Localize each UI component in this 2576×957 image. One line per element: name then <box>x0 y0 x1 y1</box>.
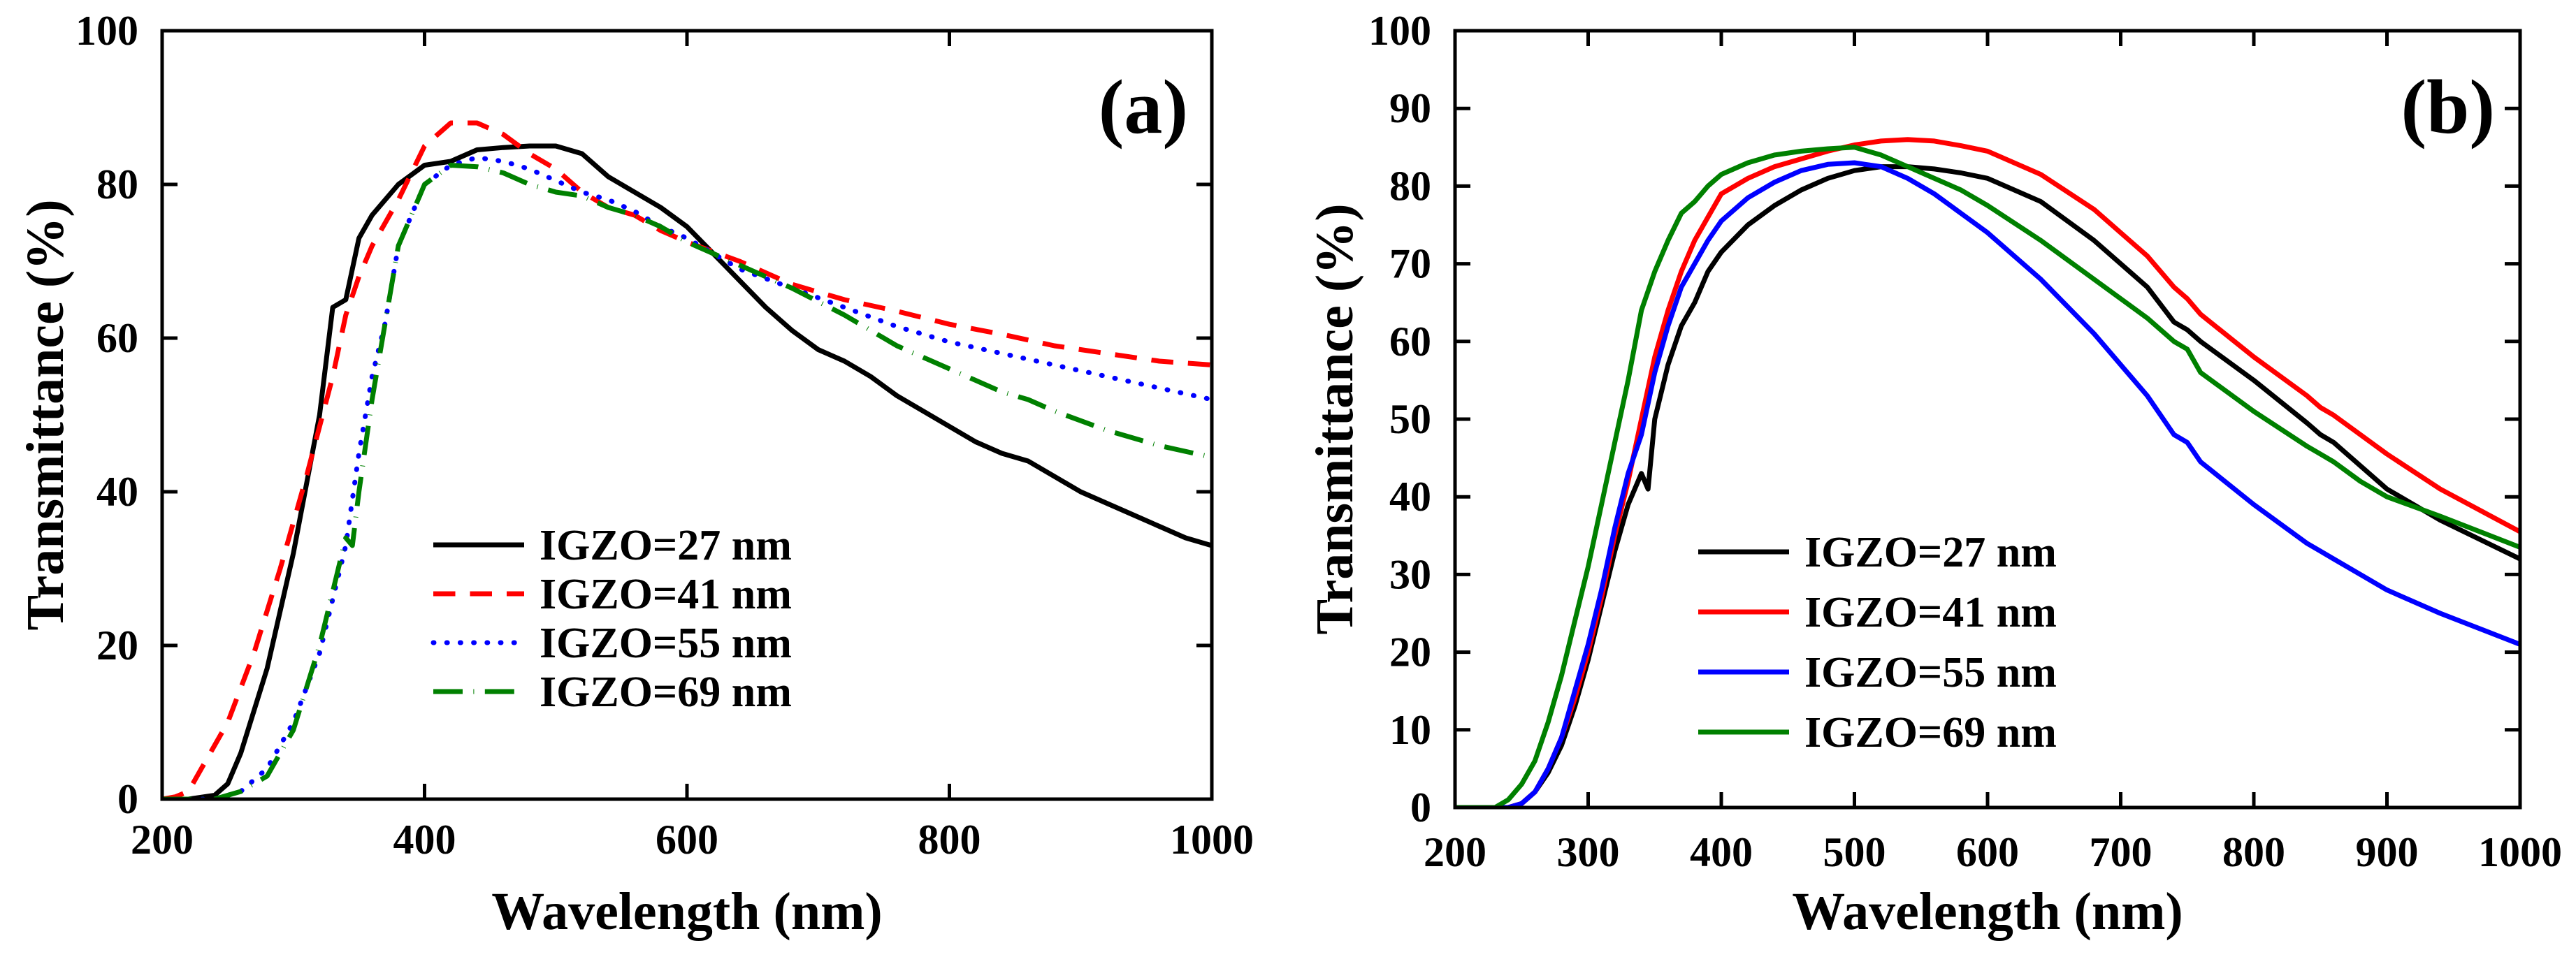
panel-b-chart: 200 300 400 500 600 700 800 900 1000 0 10 20 30 40 50 6… <box>1305 8 2562 941</box>
panel-a-legend-label-igzo-55-nm: IGZO=55 nm <box>540 620 792 667</box>
panel-a-series-group <box>162 120 1212 799</box>
panel-b-y-tick-label: 60 <box>1389 319 1431 365</box>
panel-b-series-igzo-69-nm <box>1455 145 2520 808</box>
panel-b-y-tick-label: 0 <box>1410 784 1431 831</box>
panel-b-legend-label-igzo-41-nm: IGZO=41 nm <box>1804 589 2057 636</box>
panel-a-series-igzo-55-nm <box>162 155 1212 799</box>
panel-b-x-tick-label: 1000 <box>2478 829 2562 875</box>
panel-b-axis-ticks: 200 300 400 500 600 700 800 900 1000 0 10 20 30 40 50 6… <box>1368 8 2562 875</box>
panel-a-x-tick-label: 600 <box>656 817 718 863</box>
panel-b-x-tick-label: 400 <box>1690 829 1753 875</box>
panel-a-legend-label-igzo-41-nm: IGZO=41 nm <box>540 571 792 618</box>
panel-a-y-tick-label: 60 <box>96 315 138 361</box>
panel-b-y-tick-label: 80 <box>1389 163 1431 209</box>
panel-b-y-tick-label: 20 <box>1389 629 1431 675</box>
panel-b-x-tick-label: 500 <box>1823 829 1886 875</box>
panel-a-chart: 200 400 600 800 1000 0 20 40 60 80 100 (a) Wavelen… <box>16 8 1254 941</box>
panel-a-legend-label-igzo-27-nm: IGZO=27 nm <box>540 522 792 569</box>
panel-a-y-tick-label: 40 <box>96 469 138 515</box>
panel-b-y-axis-title: Transmittance (%) <box>1305 203 1364 634</box>
panel-a-x-tick-label: 200 <box>131 817 194 863</box>
panel-b-x-tick-label: 900 <box>2356 829 2419 875</box>
panel-b-series-igzo-55-nm <box>1455 160 2520 808</box>
panel-a-y-tick-label: 20 <box>96 622 138 669</box>
panel-b-x-tick-label: 300 <box>1557 829 1620 875</box>
panel-b-series-igzo-41-nm <box>1455 137 2520 808</box>
panel-b-x-tick-label: 200 <box>1424 829 1486 875</box>
panel-b-y-tick-label: 90 <box>1389 85 1431 131</box>
panel-b-tag: (b) <box>2401 64 2495 149</box>
panel-b-x-tick-label: 700 <box>2090 829 2152 875</box>
panel-a-tag: (a) <box>1099 64 1188 149</box>
panel-b-legend: IGZO=27 nm IGZO=41 nm IGZO=55 nm IGZO=69 nm <box>1698 529 2057 757</box>
panel-a-y-tick-label: 100 <box>75 8 138 54</box>
panel-b-series-group <box>1455 137 2520 808</box>
panel-a-axis-ticks: 200 400 600 800 1000 0 20 40 60 80 100 <box>75 8 1254 863</box>
panel-b-y-tick-label: 40 <box>1389 474 1431 520</box>
panel-a-series-igzo-41-nm <box>162 120 1212 799</box>
panel-a-x-tick-label: 400 <box>393 817 456 863</box>
panel-a-y-tick-label: 0 <box>117 776 138 822</box>
panel-b-legend-label-igzo-27-nm: IGZO=27 nm <box>1804 529 2057 576</box>
panel-a-x-axis-title: Wavelength (nm) <box>491 882 882 941</box>
panel-a-y-tick-label: 80 <box>96 161 138 207</box>
panel-b-y-tick-label: 100 <box>1368 8 1431 54</box>
panel-b-x-tick-label: 800 <box>2222 829 2285 875</box>
panel-b-x-tick-label: 600 <box>1956 829 2019 875</box>
panel-a-legend-label-igzo-69-nm: IGZO=69 nm <box>540 669 792 716</box>
panel-b-legend-label-igzo-55-nm: IGZO=55 nm <box>1804 649 2057 696</box>
panel-b-y-tick-label: 70 <box>1389 241 1431 287</box>
panel-a-series-igzo-69-nm <box>162 163 1212 799</box>
panel-b-legend-label-igzo-69-nm: IGZO=69 nm <box>1804 709 2057 757</box>
panel-a-x-tick-label: 800 <box>918 817 981 863</box>
panel-b-x-axis-title: Wavelength (nm) <box>1792 882 2183 941</box>
panel-a-series-igzo-27-nm <box>162 143 1212 799</box>
panel-a-x-tick-label: 1000 <box>1170 817 1254 863</box>
panel-b-y-tick-label: 30 <box>1389 551 1431 597</box>
panel-b-y-tick-label: 50 <box>1389 396 1431 442</box>
panel-b-y-tick-label: 10 <box>1389 707 1431 753</box>
panel-a-y-axis-title: Transmittance (%) <box>16 199 75 630</box>
